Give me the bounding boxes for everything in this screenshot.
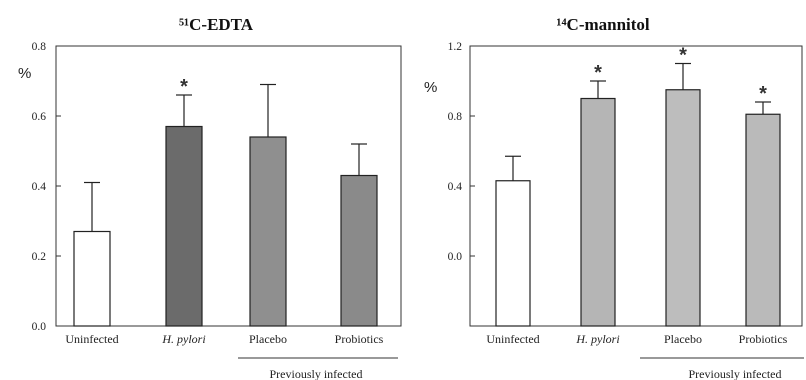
bar — [665, 89, 701, 327]
y-tick-label: 0.6 — [32, 111, 47, 123]
significance-star: * — [594, 62, 602, 84]
group-label: Previously infected — [270, 367, 363, 380]
y-ticks: 0.0 0.2 0.4 0.6 0.8 — [32, 41, 61, 333]
x-tick-labels: Uninfected H. pylori Placebo Probiotics — [486, 332, 787, 346]
x-tick-label: H. pylori — [575, 332, 619, 346]
x-tick-label: Uninfected — [486, 332, 539, 346]
y-tick-label: 0.8 — [448, 111, 463, 123]
y-tick-label: 0.4 — [32, 181, 47, 193]
bar — [580, 97, 616, 327]
y-tick-label: 1.2 — [448, 41, 463, 53]
significance-star: * — [759, 83, 767, 105]
y-tick-label: 0.8 — [32, 41, 47, 53]
y-tick-label: 0.0 — [448, 251, 463, 263]
bars: * * * — [495, 45, 781, 327]
x-tick-label: Placebo — [249, 332, 287, 346]
bar — [73, 230, 111, 327]
y-tick-label: 0.2 — [32, 251, 47, 263]
x-tick-label: Probiotics — [739, 332, 788, 346]
significance-star: * — [180, 76, 188, 98]
y-tick-label: 0.0 — [32, 321, 47, 333]
significance-star: * — [679, 45, 687, 67]
chart-title: ¹⁴C-mannitol — [556, 15, 650, 34]
bar — [165, 125, 203, 327]
x-tick-labels: Uninfected H. pylori Placebo Probiotics — [65, 332, 383, 346]
x-tick-label: H. pylori — [161, 332, 205, 346]
chart-panel-mannitol: ¹⁴C-mannitol % 0.0 0.4 0.8 1.2 * * * Uninfect… — [424, 15, 804, 380]
y-axis-label: % — [424, 79, 437, 96]
group-label: Previously infected — [689, 367, 782, 380]
y-axis-label: % — [18, 65, 31, 82]
x-tick-label: Placebo — [664, 332, 702, 346]
bar — [495, 180, 531, 327]
bar — [745, 113, 781, 327]
bar — [340, 174, 378, 327]
y-ticks: 0.0 0.4 0.8 1.2 — [448, 41, 475, 263]
x-tick-label: Uninfected — [65, 332, 118, 346]
x-tick-label: Probiotics — [335, 332, 384, 346]
chart-title: ⁵¹C-EDTA — [179, 15, 254, 34]
bar — [249, 136, 287, 327]
y-tick-label: 0.4 — [448, 181, 463, 193]
chart-panel-edta: ⁵¹C-EDTA % 0.0 0.2 0.4 0.6 0.8 * Uninfected H… — [18, 15, 402, 380]
bars: * — [73, 76, 378, 327]
